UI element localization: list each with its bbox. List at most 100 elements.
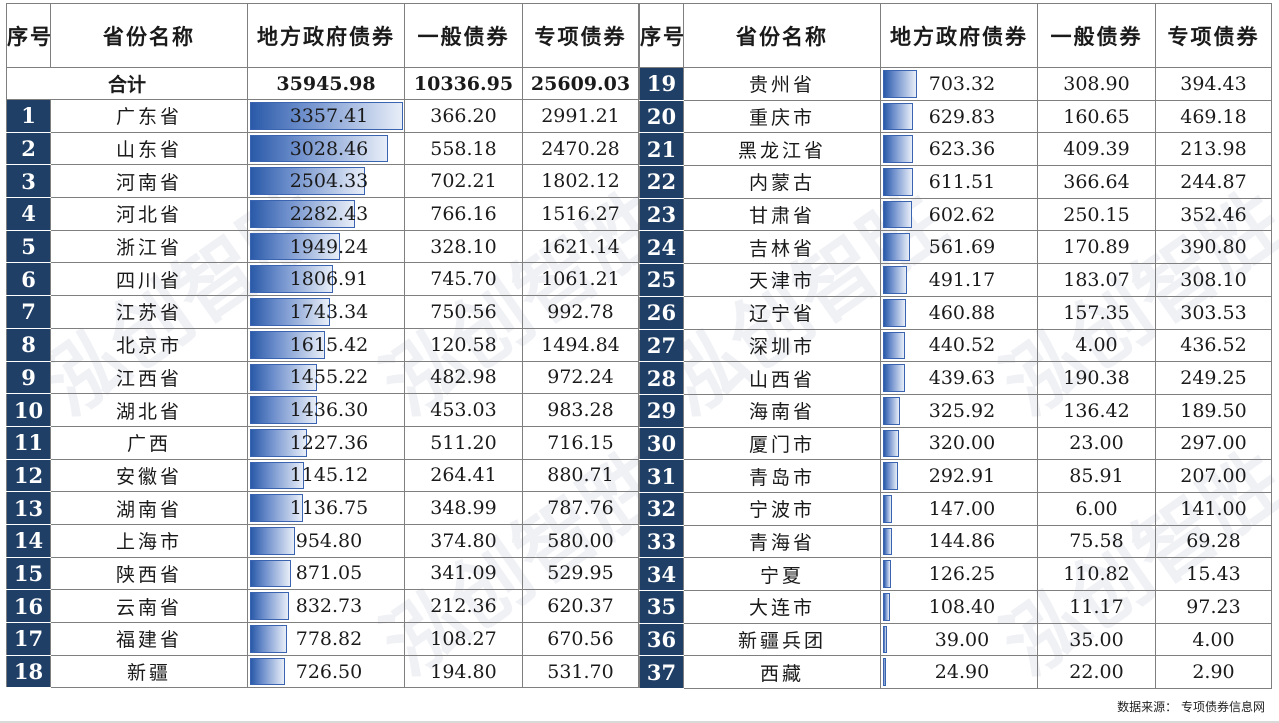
province-name: 海南省 [683,393,881,428]
data-bar [883,168,913,196]
header-province: 省份名称 [50,3,248,68]
header-general-bonds: 一般债券 [404,3,523,68]
general-bonds-value: 328.10 [404,229,523,264]
general-bonds-value: 511.20 [404,425,523,460]
general-bonds-value: 750.56 [404,295,523,329]
special-bonds-value: 394.43 [1155,67,1272,101]
table-row: 8 北京市 1615.42 120.58 1494.84 [6,327,639,362]
table-row: 15 陕西省 871.05 341.09 529.95 [6,556,639,591]
province-name: 安徽省 [50,458,248,493]
local-gov-bonds-value: 1806.91 [289,268,369,291]
general-bonds-value: 190.38 [1037,361,1156,395]
local-gov-bonds-value: 439.63 [928,367,996,390]
data-bar [250,134,389,163]
local-gov-bonds-value: 440.52 [928,334,996,357]
row-index: 30 [639,426,684,461]
province-name: 宁波市 [683,491,881,526]
data-bar [250,559,292,588]
data-bar [883,494,892,523]
local-gov-bonds-cell: 3357.41 [247,99,405,133]
local-gov-bonds-value: 491.17 [928,268,996,291]
province-name: 河南省 [50,164,248,199]
table-row: 31 青岛市 292.91 85.91 207.00 [639,459,1272,493]
table-row: 24 吉林省 561.69 170.89 390.80 [639,230,1272,265]
province-name: 上海市 [50,523,248,558]
table-row: 17 福建省 778.82 108.27 670.56 [6,622,639,656]
table-row: 25 天津市 491.17 183.07 308.10 [639,263,1272,297]
local-gov-bonds-value: 1615.42 [289,333,369,356]
special-bonds-value: 213.98 [1155,132,1272,167]
special-bonds-value: 1494.84 [522,327,639,362]
special-bonds-value: 1621.14 [522,229,639,264]
local-gov-bonds-cell: 39.00 [880,622,1038,657]
local-gov-bonds-cell: 439.63 [880,361,1038,395]
data-bar [883,462,899,490]
special-bonds-value: 1802.12 [522,164,639,199]
general-bonds-value: 702.21 [404,164,523,199]
special-bonds-value: 141.00 [1155,491,1272,526]
local-gov-bonds-value: 3357.41 [289,104,369,127]
general-bonds-value: 766.16 [404,197,523,231]
row-index: 36 [639,622,684,657]
total-general-bonds: 10336.95 [404,67,523,100]
data-bar [250,102,403,130]
special-bonds-value: 97.23 [1155,590,1272,624]
table-row: 35 大连市 108.40 11.17 97.23 [639,590,1272,624]
special-bonds-value: 303.53 [1155,295,1272,330]
general-bonds-value: 75.58 [1037,524,1156,559]
local-gov-bonds-cell: 832.73 [247,589,405,623]
row-index: 19 [639,67,684,101]
table-row: 4 河北省 2282.43 766.16 1516.27 [6,197,639,231]
table-row: 6 四川省 1806.91 745.70 1061.21 [6,262,639,297]
row-index: 37 [639,655,684,690]
data-bar [883,560,891,588]
table-row: 21 黑龙江省 623.36 409.39 213.98 [639,132,1272,167]
local-gov-bonds-cell: 778.82 [247,622,405,656]
row-index: 1 [6,99,51,133]
local-gov-bonds-cell: 629.83 [880,99,1038,134]
general-bonds-value: 35.00 [1037,622,1156,657]
data-bar [883,364,905,392]
general-bonds-value: 250.15 [1037,197,1156,232]
province-name: 北京市 [50,327,248,362]
province-name: 天津市 [683,263,881,297]
province-name: 甘肃省 [683,197,881,232]
data-bar [250,592,290,620]
province-name: 辽宁省 [683,295,881,330]
province-name: 大连市 [683,590,881,624]
local-gov-bonds-value: 39.00 [934,628,990,651]
table-row: 18 新疆 726.50 194.80 531.70 [6,654,639,689]
local-gov-bonds-cell: 1949.24 [247,229,405,264]
local-gov-bonds-cell: 108.40 [880,590,1038,624]
data-bar [250,625,288,653]
table-row: 10 湖北省 1436.30 453.03 983.28 [6,393,639,427]
local-gov-bonds-cell: 954.80 [247,523,405,558]
data-bar [250,526,295,555]
local-gov-bonds-value: 1455.22 [289,366,369,389]
local-gov-bonds-cell: 871.05 [247,556,405,591]
general-bonds-value: 23.00 [1037,426,1156,461]
province-name: 湖北省 [50,393,248,427]
province-name: 江苏省 [50,295,248,329]
local-gov-bonds-cell: 1227.36 [247,425,405,460]
local-gov-bonds-cell: 440.52 [880,328,1038,363]
row-index: 5 [6,229,51,264]
special-bonds-value: 249.25 [1155,361,1272,395]
general-bonds-value: 264.41 [404,458,523,493]
province-name: 山西省 [683,361,881,395]
header-province: 省份名称 [683,3,881,68]
header-special-bonds: 专项债券 [522,3,639,68]
special-bonds-value: 469.18 [1155,99,1272,134]
header-row: 序号 省份名称 地方政府债券 一般债券 专项债券 [639,3,1272,68]
row-index: 4 [6,197,51,231]
table-row: 19 贵州省 703.32 308.90 394.43 [639,67,1272,101]
province-name: 新疆兵团 [683,622,881,657]
row-index: 31 [639,459,684,493]
row-index: 17 [6,622,51,656]
data-bar [250,167,365,196]
general-bonds-value: 745.70 [404,262,523,297]
local-gov-bonds-value: 147.00 [928,497,996,520]
table-row: 26 辽宁省 460.88 157.35 303.53 [639,295,1272,330]
data-bar [250,494,304,522]
general-bonds-value: 157.35 [1037,295,1156,330]
